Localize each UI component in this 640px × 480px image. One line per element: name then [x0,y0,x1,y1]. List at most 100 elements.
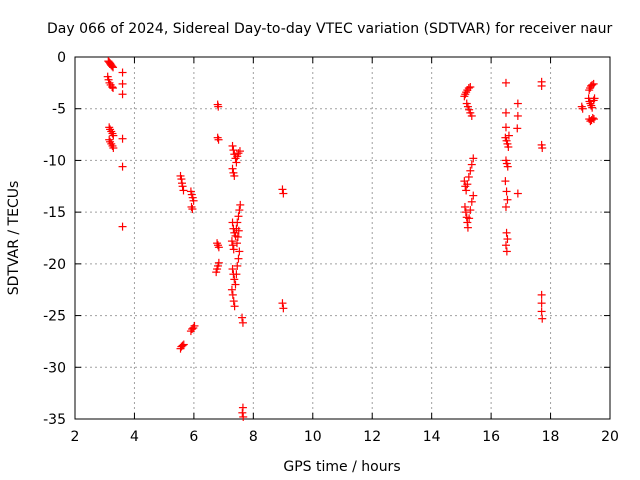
data-point [461,90,470,99]
data-point [589,115,598,124]
x-axis-label: GPS time / hours [283,459,400,475]
data-point [118,162,127,171]
data-point [227,237,236,246]
data-point [238,318,247,327]
data-point [228,241,237,250]
data-point [232,158,241,167]
data-point [466,206,475,215]
data-point [227,285,236,294]
data-point [228,164,237,173]
data-point [231,280,240,289]
data-point [503,235,512,244]
data-point [501,108,510,117]
grid [75,57,610,419]
x-tick-label: 14 [423,429,441,445]
data-point [238,313,247,322]
x-tick-label: 2 [71,429,80,445]
data-point [228,141,237,150]
data-point [577,102,586,111]
data-point [467,111,476,120]
data-point [462,186,471,195]
data-point [235,147,244,156]
data-point [236,200,245,209]
y-tick-label: -30 [43,360,66,376]
data-point [232,239,241,248]
x-tick-label: 18 [542,429,560,445]
data-point [463,223,472,232]
plot-frame [74,56,611,420]
data-point [502,187,511,196]
data-point [233,232,242,241]
data-point [235,206,244,215]
data-point [213,239,222,248]
data-point [229,297,238,306]
y-axis-label: SDTVAR / TECUs [6,181,22,296]
data-point [179,340,188,349]
data-point [278,185,287,194]
data-point [467,197,476,206]
data-point [109,84,118,93]
data-point [234,212,243,221]
data-point [108,62,117,71]
data-point [460,202,469,211]
data-point [118,90,127,99]
data-point [190,321,199,330]
data-point [588,103,597,112]
y-tick-label: -15 [43,205,66,221]
data-point [109,63,118,72]
data-point [461,182,470,191]
data-point [232,270,241,279]
y-tick-label: 0 [57,50,66,66]
axis-ticks: 2 4 6 8 10 12 14 16 18 20 0 -5 -10 -15 -20 -25 -30 -35 [43,50,619,445]
data-point [109,131,118,140]
data-point [502,247,511,256]
data-point [537,290,546,299]
data-point [239,412,248,421]
x-tick-label: 4 [130,429,139,445]
data-point [189,196,198,205]
y-tick-label: -5 [52,102,66,118]
data-point [107,127,116,136]
data-point [465,214,474,223]
data-point [538,314,547,323]
data-point [503,162,512,171]
data-point [214,243,223,252]
data-point [178,182,187,191]
data-point [279,304,288,313]
x-tick-label: 20 [601,429,619,445]
data-point [229,245,238,254]
data-point [537,307,546,316]
data-point [279,189,288,198]
data-point [235,247,244,256]
data-point [107,139,116,148]
data-point [588,114,597,123]
data-point [590,94,599,103]
data-point [513,189,522,198]
data-point [238,408,247,417]
y-tick-label: -10 [43,153,66,169]
data-point [214,135,223,144]
data-point [502,228,511,237]
data-point [233,261,242,270]
data-point [504,142,513,151]
data-point [229,146,238,155]
data-point [501,78,510,87]
data-point [234,254,243,263]
data-point [230,171,239,180]
data-point [537,299,546,308]
data-point [214,102,223,111]
data-point [461,208,470,217]
data-point [179,186,188,195]
data-point [109,144,118,153]
data-point [213,241,222,250]
x-tick-label: 6 [189,429,198,445]
x-tick-label: 16 [482,429,500,445]
data-point [214,258,223,267]
x-tick-label: 10 [304,429,322,445]
data-point [187,202,196,211]
data-point [501,177,510,186]
data-point [588,80,597,89]
data-point [513,111,522,120]
data-point [188,205,197,214]
